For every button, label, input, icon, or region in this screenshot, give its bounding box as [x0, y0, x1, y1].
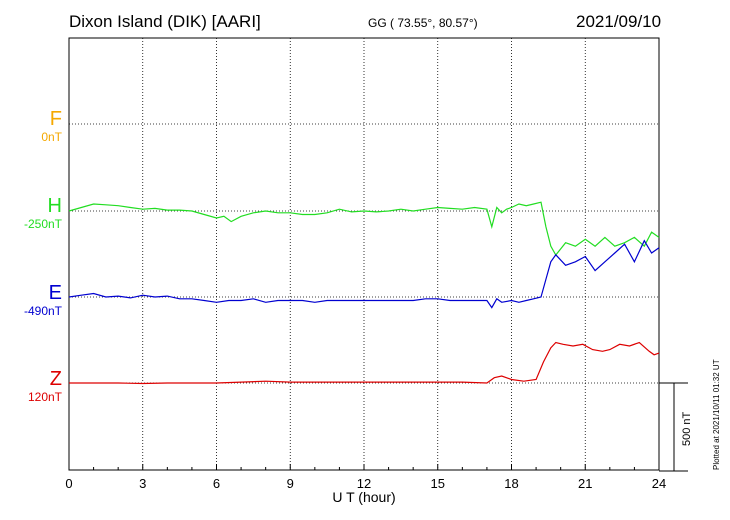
plotted-timestamp: Plotted at 2021/10/11 01:32 UT [712, 359, 721, 470]
x-tick-label: 3 [139, 476, 146, 491]
x-tick-label: 6 [213, 476, 220, 491]
x-tick-label: 0 [65, 476, 72, 491]
x-tick-label: 24 [652, 476, 666, 491]
component-f-label: F 0nT [0, 108, 62, 144]
x-tick-label: 9 [287, 476, 294, 491]
component-baseline: 0nT [41, 130, 62, 144]
component-letter: H [47, 195, 62, 217]
component-baseline: -250nT [23, 217, 62, 231]
component-baseline: -490nT [23, 304, 62, 318]
x-tick-label: 21 [578, 476, 592, 491]
x-tick-label: 18 [504, 476, 518, 491]
x-tick-label: 12 [357, 476, 371, 491]
component-z-label: Z 120nT [0, 368, 62, 404]
date-label: 2021/09/10 [576, 12, 662, 31]
series-line-h [68, 201, 660, 257]
component-h-label: H -250nT [0, 195, 62, 231]
scale-bar-label: 500 nT [681, 411, 693, 446]
coordinates-label: GG ( 73.55°, 80.57°) [368, 16, 478, 30]
series-lines [68, 201, 660, 385]
component-baseline: 120nT [27, 390, 62, 404]
component-letter: F [49, 108, 62, 130]
chart-grid [69, 38, 659, 470]
component-e-label: E -490nT [0, 282, 62, 318]
x-axis-label: U T (hour) [332, 489, 395, 505]
x-tick-label: 15 [431, 476, 445, 491]
component-letter: E [48, 282, 62, 304]
x-axis-ticks: 0 3 6 9 12 15 18 21 24 [65, 464, 666, 491]
scale-bar [659, 382, 688, 472]
component-letter: Z [49, 368, 62, 390]
series-line-e [68, 239, 660, 309]
station-title: Dixon Island (DIK) [AARI] [69, 12, 261, 31]
series-line-z [69, 341, 660, 385]
